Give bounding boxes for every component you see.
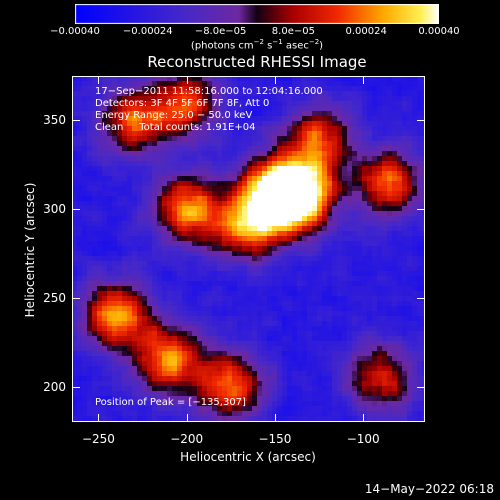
y-tick-mark (417, 297, 425, 299)
y-tick-mark (72, 297, 80, 299)
x-tick-mark (98, 414, 100, 422)
y-tick-mark (72, 120, 80, 122)
x-tick-mark (363, 414, 365, 422)
y-tick-label: 200 (43, 379, 66, 394)
x-tick-mark (274, 414, 276, 422)
x-tick-mark (274, 76, 276, 84)
annotation-detectors: Detectors: 3F 4F 5F 6F 7F 8F, Att 0 (95, 98, 270, 109)
colorbar-tick-label: −0.00024 (122, 26, 173, 37)
annotation-time-range: 17−Sep−2011 11:58:16.000 to 12:04:16.000 (95, 86, 323, 97)
y-tick-label: 300 (43, 202, 66, 217)
y-tick-mark (72, 209, 80, 211)
annotation-clean-counts: Clean Total counts: 1.91E+04 (95, 122, 256, 133)
x-axis-label: Heliocentric X (arcsec) (180, 450, 316, 464)
x-tick-label: −200 (170, 432, 204, 446)
footer-date: 14−May−2022 06:18 (364, 482, 494, 496)
y-tick-mark (417, 209, 425, 211)
y-axis-label: Heliocentric Y (arcsec) (23, 182, 37, 318)
heatmap-image (72, 76, 425, 422)
colorbar-units: (photons cm−2 s−1 asec−2) (190, 38, 324, 52)
x-tick-mark (186, 76, 188, 84)
x-tick-label: −250 (81, 432, 115, 446)
x-tick-mark (186, 414, 188, 422)
colorbar-tick-label: 8.0e−05 (271, 26, 315, 37)
colorbar-tick-label: 0.00040 (418, 26, 460, 37)
chart-title: Reconstructed RHESSI Image (147, 53, 367, 71)
plot-frame (72, 76, 425, 422)
x-tick-mark (98, 76, 100, 84)
colorbar-tick-label: −8.0e−05 (194, 26, 247, 37)
y-tick-mark (417, 120, 425, 122)
x-tick-label: −100 (346, 432, 380, 446)
y-tick-mark (72, 386, 80, 388)
y-tick-mark (417, 386, 425, 388)
annotation-peak-position: Position of Peak = [−135,307] (95, 397, 246, 408)
colorbar-tick-label: 0.00024 (345, 26, 387, 37)
x-tick-mark (363, 76, 365, 84)
x-tick-label: −150 (258, 432, 292, 446)
colorbar (75, 4, 439, 24)
y-tick-label: 250 (43, 290, 66, 305)
y-tick-label: 350 (43, 113, 66, 128)
colorbar-tick-label: −0.00040 (50, 26, 100, 37)
annotation-energy-range: Energy Range: 25.0 − 50.0 keV (95, 110, 253, 121)
